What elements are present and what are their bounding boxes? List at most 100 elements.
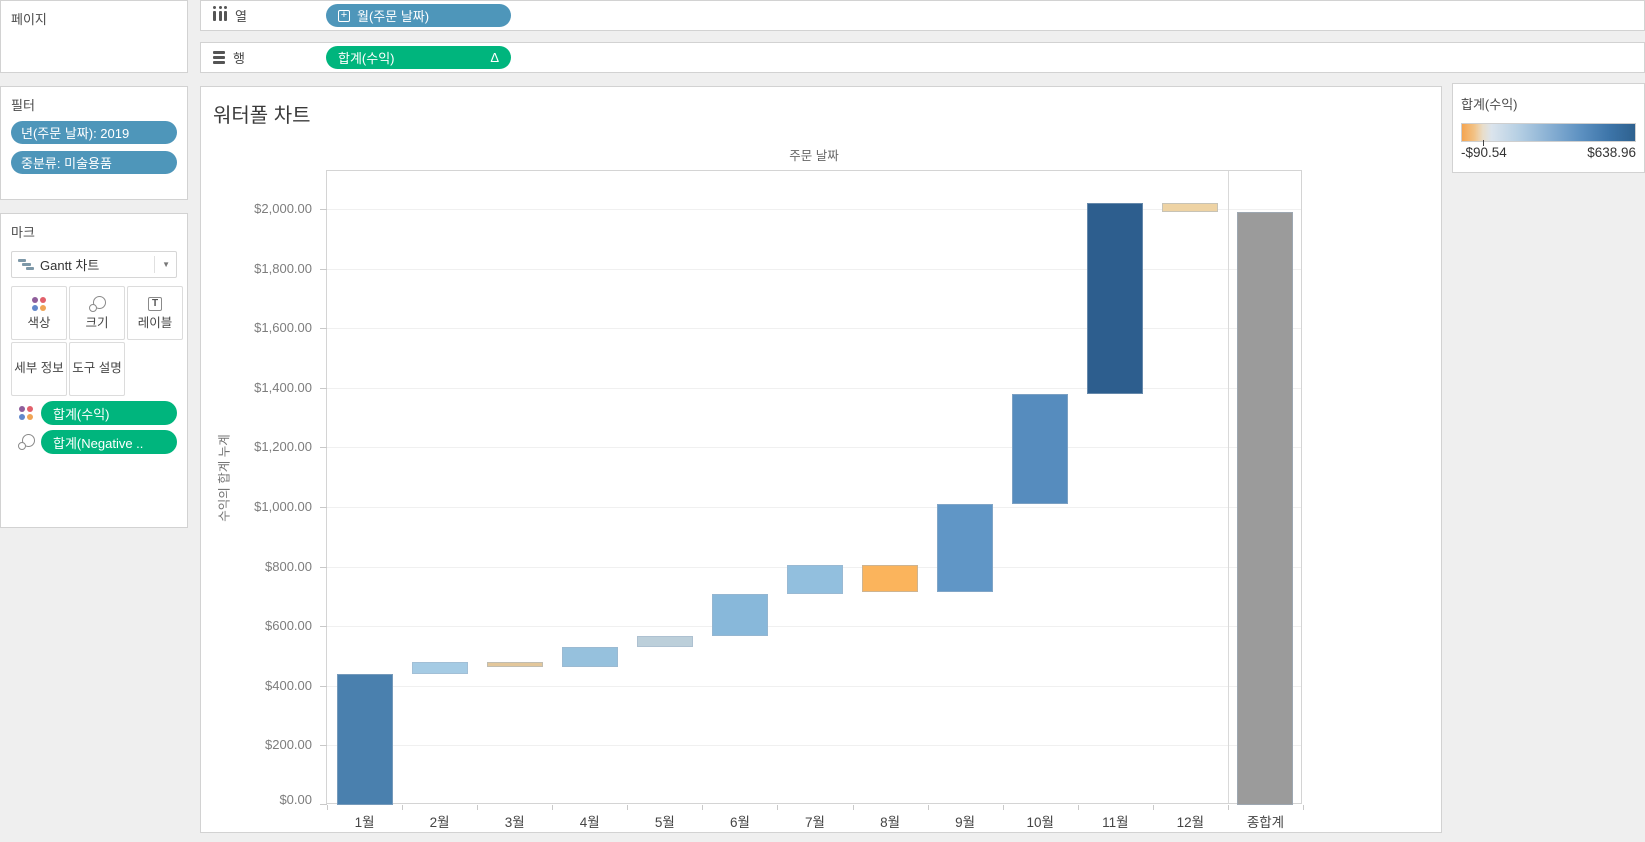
waterfall-bar[interactable] — [862, 565, 919, 593]
marks-pill-list: 합계(수익) 합계(Negative .. — [11, 401, 177, 454]
y-axis-label: $800.00 — [265, 558, 312, 574]
x-axis-label: 9월 — [955, 815, 976, 830]
pages-shelf-card[interactable]: 페이지 — [0, 0, 188, 73]
filter-pill-list: 년(주문 날짜): 2019 중분류: 미술용품 — [11, 121, 177, 174]
pages-shelf-title: 페이지 — [11, 12, 47, 27]
x-axis-tick — [1152, 805, 1154, 810]
waterfall-bar[interactable] — [1012, 393, 1069, 505]
legend-gradient-bar[interactable] — [1461, 123, 1636, 146]
waterfall-bar[interactable] — [1162, 203, 1219, 213]
gridline — [327, 626, 1301, 628]
columns-shelf[interactable]: 열 + 월(주문 날짜) — [200, 0, 1645, 31]
x-axis-label: 10월 — [1026, 815, 1054, 830]
columns-pill-label: 월(주문 날짜) — [357, 9, 430, 24]
waterfall-bar[interactable] — [1087, 203, 1144, 394]
x-axis-label: 2월 — [429, 815, 450, 830]
y-axis-tick — [320, 507, 327, 508]
x-axis-tick — [927, 805, 929, 810]
x-axis-label: 4월 — [579, 815, 600, 830]
legend-zero-tick — [1483, 140, 1485, 146]
y-axis-label: $2,000.00 — [254, 201, 312, 216]
gantt-chart-icon — [18, 258, 34, 271]
color-legend-card[interactable]: 합계(수익) -$90.54 $638.96 — [1452, 83, 1645, 173]
x-axis-tick — [1227, 805, 1229, 810]
x-axis-label: 8월 — [880, 815, 901, 830]
size-circles-icon — [11, 434, 41, 450]
mark-type-value: Gantt 차트 — [40, 258, 100, 273]
waterfall-bar[interactable] — [561, 646, 618, 667]
table-calc-delta-icon[interactable]: Δ — [490, 50, 499, 65]
y-axis-tick — [320, 328, 327, 330]
chevron-down-icon[interactable]: ▼ — [154, 256, 170, 273]
y-axis-label: $1,400.00 — [254, 379, 312, 395]
grand-total-divider — [1227, 171, 1229, 803]
marks-field-pill[interactable]: 합계(Negative .. — [41, 430, 177, 454]
x-axis-label: 6월 — [729, 815, 750, 830]
gridline — [327, 387, 1301, 389]
y-axis-label: $400.00 — [265, 677, 312, 693]
legend-min-label: -$90.54 — [1461, 145, 1507, 160]
waterfall-bar[interactable] — [711, 594, 768, 636]
marks-pill-row: 합계(Negative .. — [11, 430, 177, 454]
x-axis-label: 5월 — [654, 815, 675, 830]
gridline — [327, 209, 1301, 210]
y-axis-label: $1,000.00 — [254, 499, 312, 514]
rows-shelf-icon — [213, 51, 225, 64]
marks-button-label: 세부 정보 — [14, 361, 64, 376]
legend-title: 합계(수익) — [1461, 97, 1518, 112]
x-axis-label: 3월 — [504, 815, 525, 830]
legend-max-label: $638.96 — [1587, 145, 1636, 160]
x-axis-tick — [627, 805, 629, 810]
marks-button-detail[interactable]: 세부 정보 — [11, 342, 67, 396]
x-axis-tick — [1002, 805, 1004, 810]
waterfall-bar[interactable] — [486, 661, 543, 667]
y-axis-tick — [320, 387, 327, 389]
columns-shelf-icon — [213, 5, 227, 21]
marks-button-label: 색상 — [27, 316, 51, 331]
x-axis-tick — [552, 805, 554, 810]
marks-button-tooltip[interactable]: 도구 설명 — [69, 342, 125, 396]
rows-pill-label: 합계(수익) — [338, 51, 395, 66]
legend-range-labels: -$90.54 $638.96 — [1461, 145, 1636, 160]
y-axis-tick — [320, 745, 327, 747]
rows-shelf-label: 행 — [233, 51, 245, 66]
label-text-icon: T — [148, 297, 162, 312]
marks-pill-row: 합계(수익) — [11, 401, 177, 425]
y-axis-label: $1,800.00 — [254, 260, 312, 276]
x-axis-label: 종합계 — [1246, 815, 1285, 830]
gridline — [327, 745, 1301, 747]
plot-area: $0.00 $200.00 $400.00 $600.00 $800.00 $1,000.… — [254, 170, 1304, 830]
x-axis-tick — [1303, 805, 1304, 810]
x-axis-tick — [702, 805, 704, 810]
y-axis-tick — [320, 566, 327, 568]
filter-pill[interactable]: 중분류: 미술용품 — [11, 151, 177, 174]
waterfall-bar[interactable] — [411, 661, 468, 675]
y-axis-tick — [320, 447, 327, 449]
marks-button-size[interactable]: 크기 — [69, 286, 125, 340]
columns-pill-month[interactable]: + 월(주문 날짜) — [326, 4, 511, 27]
x-axis-tick — [477, 805, 479, 810]
x-axis-label: 7월 — [805, 815, 825, 830]
filters-shelf-card[interactable]: 필터 년(주문 날짜): 2019 중분류: 미술용품 — [0, 86, 188, 200]
waterfall-bar[interactable] — [336, 674, 393, 805]
waterfall-bar[interactable] — [636, 635, 693, 647]
waterfall-bar[interactable] — [937, 504, 994, 593]
gridline — [327, 685, 1301, 687]
mark-type-dropdown[interactable]: Gantt 차트 ▼ — [11, 251, 177, 278]
waterfall-total-bar[interactable] — [1237, 212, 1294, 805]
waterfall-bar[interactable] — [787, 565, 843, 595]
rows-pill-sum-profit[interactable]: 합계(수익) Δ — [326, 46, 511, 69]
filter-pill[interactable]: 년(주문 날짜): 2019 — [11, 121, 177, 144]
rows-shelf[interactable]: 행 합계(수익) Δ — [200, 42, 1645, 73]
x-axis-label: 11월 — [1102, 815, 1129, 830]
marks-button-color[interactable]: 색상 — [11, 286, 67, 340]
marks-button-label: 레이블 — [137, 316, 173, 331]
marks-button-label: 도구 설명 — [72, 361, 122, 376]
x-axis-label: 1월 — [354, 815, 375, 830]
marks-button-label[interactable]: T 레이블 — [127, 286, 183, 340]
expand-date-icon[interactable]: + — [338, 9, 350, 22]
marks-field-pill[interactable]: 합계(수익) — [41, 401, 177, 425]
marks-card: 마크 Gantt 차트 ▼ 색상 크기 T 레이블 세부 정보 도구 설명 합계(수익) 합… — [0, 213, 188, 528]
